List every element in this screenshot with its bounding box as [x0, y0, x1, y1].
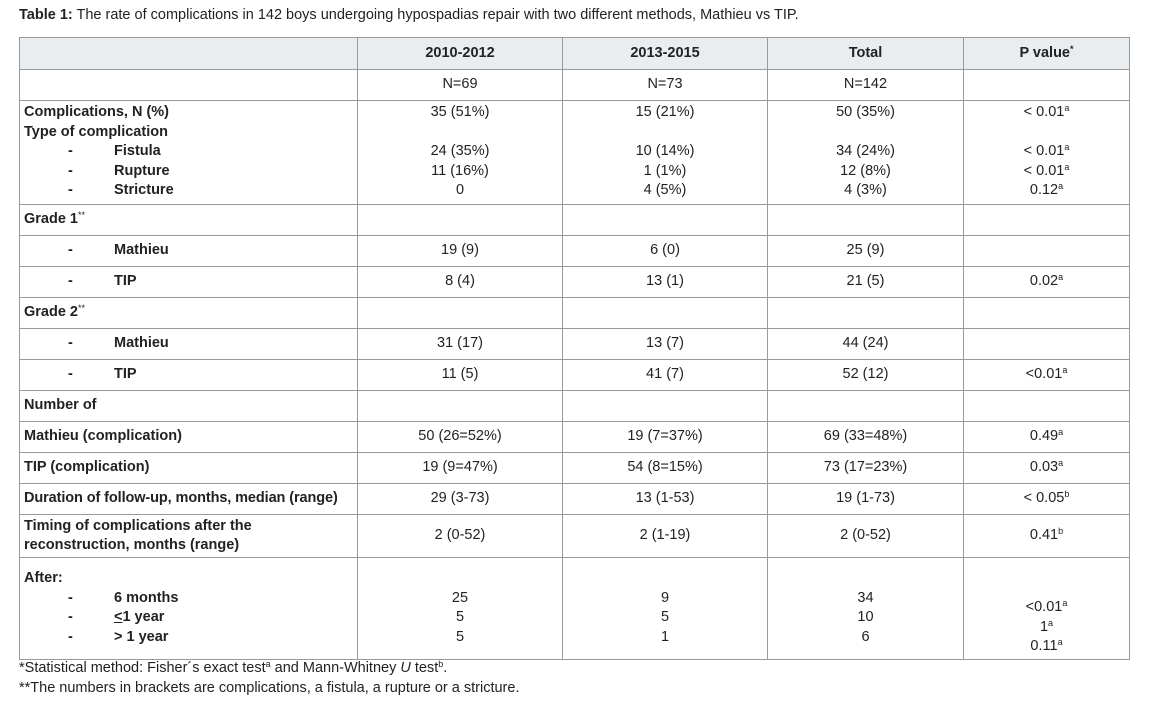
grade1-label: Grade 1** [19, 204, 358, 236]
after-6-months: -6 months [68, 589, 179, 606]
complications-total: 50 (35%) 34 (24%) 12 (8%) 4 (3%) [767, 100, 964, 205]
grade2-header-row: Grade 2** [19, 297, 1130, 329]
tip-complication-row: TIP (complication) 19 (9=47%) 54 (8=15%)… [19, 452, 1130, 484]
number-of-row: Number of [19, 390, 1130, 422]
timing-row: Timing of complications after the recons… [19, 514, 1130, 558]
n-total: N=142 [767, 69, 964, 101]
n-2013: N=73 [562, 69, 768, 101]
sub-rupture: - Rupture [68, 162, 170, 179]
complications-label: Complications, N (%) [24, 104, 170, 120]
complications-p: < 0.01a < 0.01a < 0.01a 0.12a [963, 100, 1130, 205]
header-p-value: P value* [963, 37, 1130, 70]
number-of-label: Number of [19, 390, 358, 422]
grade1-header-row: Grade 1** [19, 204, 1130, 236]
followup-row: Duration of follow-up, months, median (r… [19, 483, 1130, 515]
n-row: N=69 N=73 N=142 [19, 69, 1130, 101]
grade2-label: Grade 2** [19, 297, 358, 329]
grade1-tip-row: - TIP 8 (4) 13 (1) 21 (5) 0.02a [19, 266, 1130, 298]
complications-row: Complications, N (%) Type of complicatio… [19, 100, 1130, 205]
after-le-1-year: - <1 year [68, 609, 165, 625]
header-total: Total [767, 37, 964, 70]
grade1-mathieu-row: - Mathieu 19 (9) 6 (0) 25 (9) [19, 235, 1130, 267]
table-caption: Table 1: The rate of complications in 14… [19, 7, 799, 23]
grade2-tip-row: - TIP 11 (5) 41 (7) 52 (12) <0.01a [19, 359, 1130, 391]
after-2010: 25 5 5 [357, 557, 563, 660]
grade2-mathieu-row: - Mathieu 31 (17) 13 (7) 44 (24) [19, 328, 1130, 360]
footnote-2: **The numbers in brackets are complicati… [19, 680, 520, 696]
after-label: After: [24, 570, 63, 586]
after-p: <0.01a 1a 0.11a [963, 557, 1130, 660]
complications-2013: 15 (21%) 10 (14%) 1 (1%) 4 (5%) [562, 100, 768, 205]
header-empty [19, 37, 358, 70]
sub-stricture: - Stricture [68, 182, 174, 198]
n-2010: N=69 [357, 69, 563, 101]
complications-2010: 35 (51%) 24 (35%) 11 (16%) 0 [357, 100, 563, 205]
caption-text: The rate of complications in 142 boys un… [72, 7, 799, 23]
after-gt-1-year: - > 1 year [68, 628, 169, 645]
header-2013-2015: 2013-2015 [562, 37, 768, 70]
after-row: After: -6 months - <1 year - > 1 year 25 5 5… [19, 557, 1130, 660]
footnote-1: *Statistical method: Fisher´s exact test… [19, 659, 448, 677]
header-2010-2012: 2010-2012 [357, 37, 563, 70]
mathieu-complication-row: Mathieu (complication) 50 (26=52%) 19 (7… [19, 421, 1130, 453]
type-of-complication-label: Type of complication [24, 123, 168, 140]
timing-label: Timing of complications after the recons… [19, 514, 358, 558]
after-total: 34 10 6 [767, 557, 964, 660]
sub-fistula: - Fistula [68, 143, 161, 159]
header-row: 2010-2012 2013-2015 Total P value* [19, 37, 1130, 70]
caption-label: Table 1: [19, 7, 73, 23]
complications-table: 2010-2012 2013-2015 Total P value* N=69 … [19, 37, 1130, 660]
